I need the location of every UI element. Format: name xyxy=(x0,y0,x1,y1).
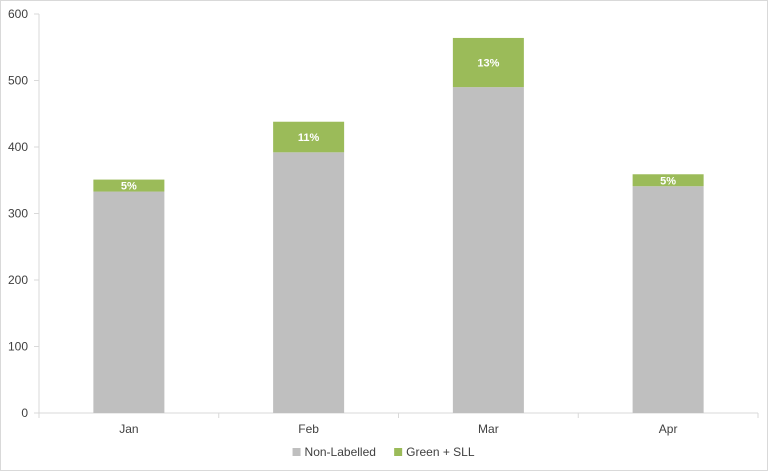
data-label: 5% xyxy=(121,181,137,193)
bar-segment-green-sll xyxy=(632,174,704,187)
x-tick-label: Jan xyxy=(119,422,138,436)
data-labels: 5% 11% 13% 5% xyxy=(121,58,676,193)
data-label: 11% xyxy=(298,132,320,144)
y-tick-label: 300 xyxy=(8,207,28,221)
x-tick-label: Apr xyxy=(659,422,678,436)
data-label: 5% xyxy=(660,175,676,187)
y-tick-label: 100 xyxy=(8,340,28,354)
bar-segment-green-sll xyxy=(273,121,345,153)
x-tick-label: Mar xyxy=(478,422,499,436)
y-axis: 0 100 200 300 400 500 600 xyxy=(8,7,40,420)
legend: Non-Labelled Green + SLL xyxy=(292,445,475,459)
data-label: 13% xyxy=(477,58,499,70)
bar-segment-non-labelled xyxy=(452,87,524,414)
y-tick-label: 600 xyxy=(8,7,28,21)
legend-swatch xyxy=(292,448,301,456)
legend-label: Non-Labelled xyxy=(305,445,376,459)
y-tick-label: 500 xyxy=(8,74,28,88)
x-tick-label: Feb xyxy=(298,422,319,436)
bar-segment-green-sll xyxy=(93,179,165,192)
y-tick-label: 0 xyxy=(21,406,28,420)
legend-swatch xyxy=(394,448,403,456)
y-tick-label: 200 xyxy=(8,273,28,287)
legend-label: Green + SLL xyxy=(406,445,475,459)
x-axis: Jan Feb Mar Apr xyxy=(38,412,759,436)
bar-segment-non-labelled xyxy=(93,191,165,413)
bar-segment-non-labelled xyxy=(632,186,704,413)
y-tick-label: 400 xyxy=(8,140,28,154)
bar-segment-non-labelled xyxy=(273,152,345,413)
bar-segment-green-sll xyxy=(452,37,524,88)
bars xyxy=(93,37,704,414)
